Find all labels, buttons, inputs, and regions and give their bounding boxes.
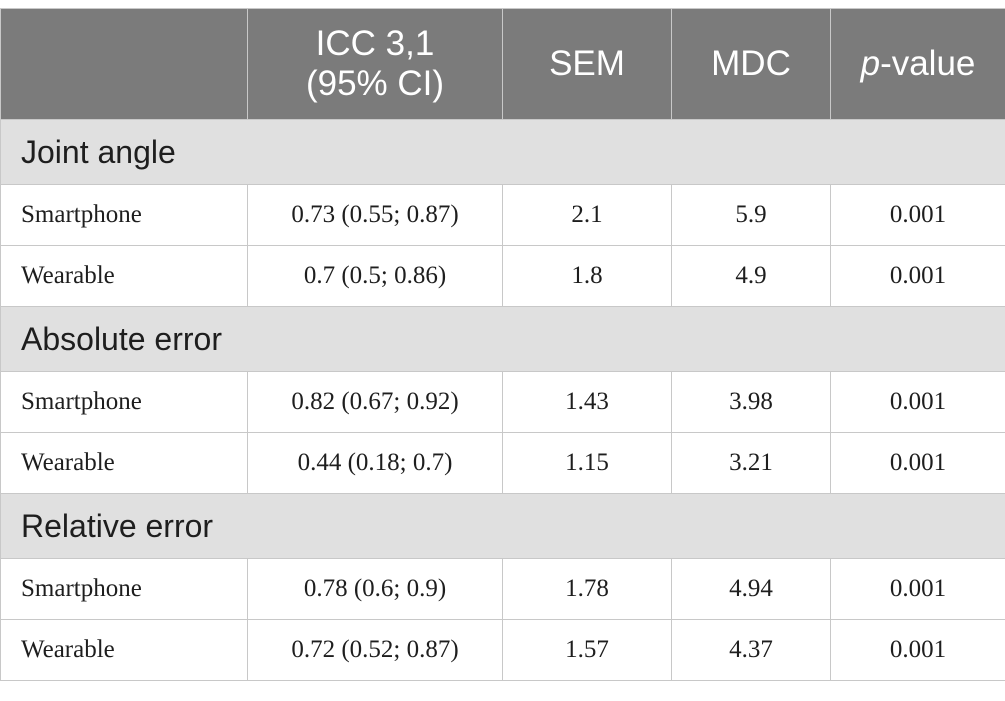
table-row: Wearable 0.44 (0.18; 0.7) 1.15 3.21 0.00… <box>0 432 1005 494</box>
mdc-cell: 4.94 <box>671 558 831 620</box>
section-row-absolute-error: Absolute error <box>0 306 1005 372</box>
mdc-cell: 5.9 <box>671 184 831 246</box>
sem-cell: 2.1 <box>502 184 672 246</box>
pvalue-cell: 0.001 <box>830 619 1005 681</box>
sem-cell: 1.43 <box>502 371 672 433</box>
section-row-joint-angle: Joint angle <box>0 119 1005 185</box>
table-row: Wearable 0.72 (0.52; 0.87) 1.57 4.37 0.0… <box>0 619 1005 681</box>
table-row: Smartphone 0.78 (0.6; 0.9) 1.78 4.94 0.0… <box>0 558 1005 620</box>
header-pvalue-p: p <box>860 44 881 83</box>
header-mdc: MDC <box>671 8 831 120</box>
icc-cell: 0.44 (0.18; 0.7) <box>247 432 503 494</box>
row-label: Wearable <box>0 245 248 307</box>
icc-cell: 0.78 (0.6; 0.9) <box>247 558 503 620</box>
mdc-cell: 4.37 <box>671 619 831 681</box>
mdc-cell: 3.98 <box>671 371 831 433</box>
header-icc-line1: ICC 3,1 <box>315 24 435 63</box>
icc-cell: 0.7 (0.5; 0.86) <box>247 245 503 307</box>
sem-cell: 1.8 <box>502 245 672 307</box>
header-pvalue-rest: -value <box>880 44 976 83</box>
mdc-cell: 4.9 <box>671 245 831 307</box>
section-title: Absolute error <box>0 306 1005 372</box>
pvalue-cell: 0.001 <box>830 432 1005 494</box>
reliability-table: ICC 3,1 (95% CI) SEM MDC p-value Joint a… <box>0 8 1005 681</box>
header-pvalue: p-value <box>830 8 1005 120</box>
mdc-cell: 3.21 <box>671 432 831 494</box>
sem-cell: 1.15 <box>502 432 672 494</box>
icc-cell: 0.73 (0.55; 0.87) <box>247 184 503 246</box>
row-label: Smartphone <box>0 371 248 433</box>
header-row: ICC 3,1 (95% CI) SEM MDC p-value <box>0 8 1005 120</box>
table-row: Smartphone 0.73 (0.55; 0.87) 2.1 5.9 0.0… <box>0 184 1005 246</box>
section-title: Joint angle <box>0 119 1005 185</box>
header-icc-line2: (95% CI) <box>305 64 445 103</box>
table-row: Smartphone 0.82 (0.67; 0.92) 1.43 3.98 0… <box>0 371 1005 433</box>
row-label: Wearable <box>0 432 248 494</box>
row-label: Smartphone <box>0 184 248 246</box>
table-row: Wearable 0.7 (0.5; 0.86) 1.8 4.9 0.001 <box>0 245 1005 307</box>
sem-cell: 1.78 <box>502 558 672 620</box>
row-label: Wearable <box>0 619 248 681</box>
icc-cell: 0.72 (0.52; 0.87) <box>247 619 503 681</box>
header-icc: ICC 3,1 (95% CI) <box>247 8 503 120</box>
pvalue-cell: 0.001 <box>830 245 1005 307</box>
header-empty <box>0 8 248 120</box>
pvalue-cell: 0.001 <box>830 558 1005 620</box>
pvalue-cell: 0.001 <box>830 371 1005 433</box>
sem-cell: 1.57 <box>502 619 672 681</box>
pvalue-cell: 0.001 <box>830 184 1005 246</box>
header-sem: SEM <box>502 8 672 120</box>
section-row-relative-error: Relative error <box>0 493 1005 559</box>
row-label: Smartphone <box>0 558 248 620</box>
icc-cell: 0.82 (0.67; 0.92) <box>247 371 503 433</box>
section-title: Relative error <box>0 493 1005 559</box>
